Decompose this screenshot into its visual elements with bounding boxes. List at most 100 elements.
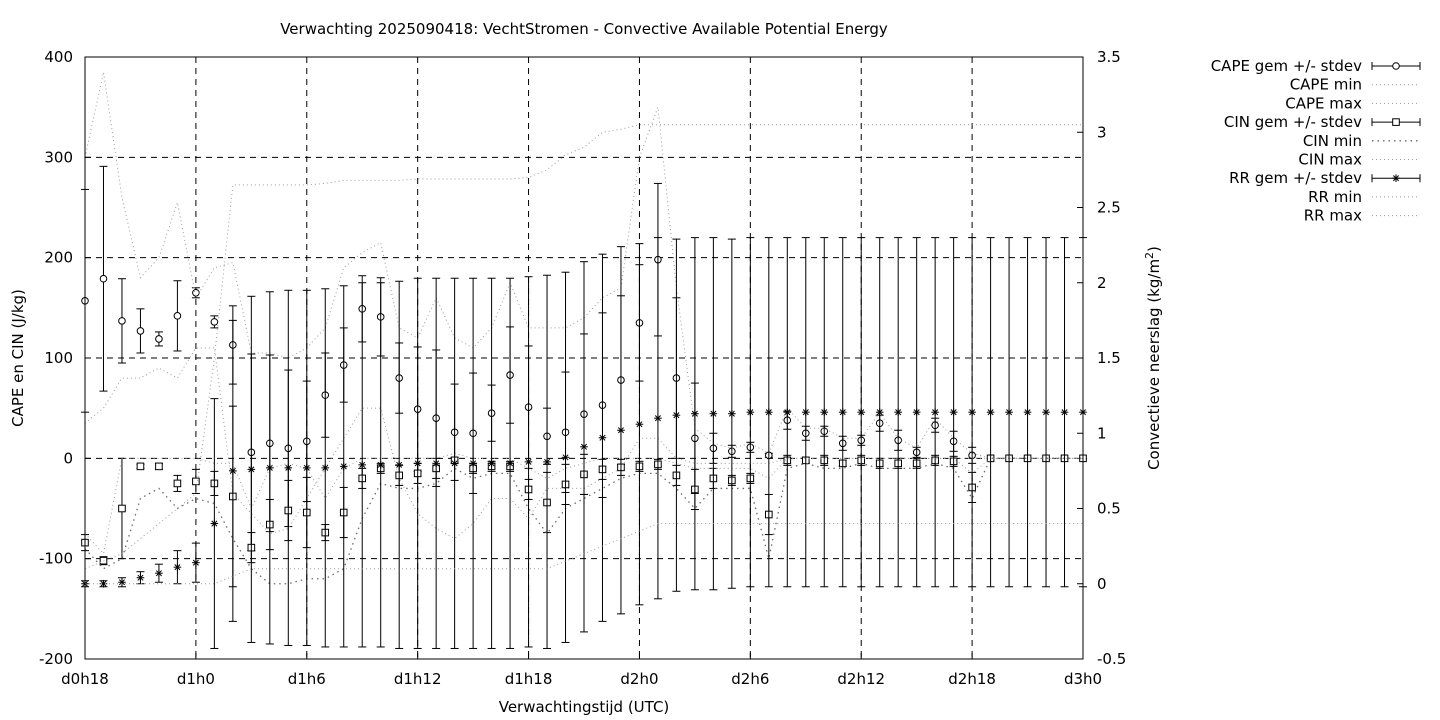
series-layer (81, 71, 1087, 649)
y2-tick-label: 1.5 (1097, 349, 1121, 367)
data-point (321, 464, 330, 472)
data-point (654, 414, 662, 422)
data-point (709, 409, 718, 418)
data-point (395, 461, 403, 469)
data-point (118, 578, 126, 587)
series-line (84, 124, 1083, 570)
data-point (912, 408, 921, 416)
data-point (192, 558, 200, 567)
x-axis-label: Verwachtingstijd (UTC) (499, 698, 670, 716)
y2-tick-label: 0.5 (1097, 500, 1121, 518)
data-point (543, 458, 551, 466)
series-rr-min (85, 523, 1083, 585)
x-tick-label: d0h18 (61, 670, 109, 688)
legend-marker (1392, 174, 1400, 182)
data-point (672, 411, 681, 419)
data-point (931, 408, 939, 416)
y2-tick-label: 2.5 (1097, 199, 1121, 217)
x-axis: d0h18 d1h0 d1h6 d1h12 d1h18 d2h0 d2h6 d2h12 d2h1… (61, 653, 1102, 688)
data-point (580, 442, 588, 451)
data-point (968, 408, 976, 416)
data-point (173, 312, 182, 320)
y-tick-label: 0 (63, 449, 73, 467)
data-point (210, 519, 219, 528)
data-point (229, 467, 237, 475)
x-tick-label: d1h6 (288, 670, 326, 688)
data-point (986, 408, 995, 416)
data-point (875, 408, 884, 416)
data-point (284, 464, 293, 472)
y2-tick-label: 3 (1097, 123, 1107, 141)
y2-tick-label: 1 (1097, 424, 1107, 442)
y2-tick-label: 3.5 (1097, 48, 1121, 66)
legend-label: CIN gem +/- stdev (1224, 113, 1362, 131)
data-point (358, 461, 367, 469)
y-axis-right: -0.5 0 0.5 1 1.5 2 2.5 3 3.5 (1077, 48, 1126, 668)
data-point (598, 433, 607, 442)
data-point (136, 462, 145, 471)
data-point (155, 569, 163, 578)
data-point (801, 408, 810, 416)
data-point (155, 335, 163, 343)
data-point (155, 462, 163, 471)
data-point (1023, 408, 1032, 416)
legend-marker (1392, 118, 1400, 126)
data-point (783, 408, 792, 416)
data-point (247, 465, 256, 474)
x-tick-label: d2h12 (837, 670, 885, 688)
data-point (524, 458, 533, 466)
data-point (506, 459, 514, 468)
y2-axis-label: Convectieve neerslag (kg/m2) (1143, 246, 1163, 470)
legend-marker (1392, 62, 1400, 70)
data-point (857, 408, 866, 416)
data-point (691, 409, 699, 418)
legend-label: RR gem +/- stdev (1229, 169, 1362, 187)
series-rr-gem-stdev (81, 237, 1087, 649)
x-tick-label: d3h0 (1064, 670, 1102, 688)
y-tick-label: -100 (39, 550, 73, 568)
data-point (894, 408, 902, 416)
legend-label: CAPE max (1285, 94, 1362, 112)
data-point (302, 464, 311, 472)
data-point (617, 426, 625, 435)
data-point (635, 420, 644, 429)
legend-label: CIN min (1303, 132, 1362, 150)
data-point (173, 563, 182, 571)
data-point (118, 317, 126, 325)
data-point (728, 409, 736, 418)
legend-label: RR min (1308, 188, 1362, 206)
data-point (99, 579, 108, 588)
data-point (210, 318, 219, 326)
data-point (118, 504, 126, 513)
data-point (820, 408, 829, 416)
data-point (746, 408, 755, 416)
data-point (136, 573, 145, 582)
y-axis-left: -200 -100 0 100 200 300 400 (39, 48, 91, 668)
chart-title: Verwachting 2025090418: VechtStromen - C… (280, 20, 888, 38)
data-point (136, 327, 145, 335)
y2-tick-label: 0 (1097, 575, 1107, 593)
legend-label: CAPE gem +/- stdev (1211, 57, 1362, 75)
data-point (469, 459, 477, 468)
y-tick-label: 100 (44, 349, 73, 367)
y2-axis-label-superscript: 2 (1143, 252, 1156, 259)
data-point (266, 464, 274, 472)
y-tick-label: 400 (44, 48, 73, 66)
y2-axis-label-end: ) (1145, 246, 1163, 252)
y2-axis-label-main: Convectieve neerslag (kg/m (1145, 259, 1163, 470)
y-tick-label: 300 (44, 148, 73, 166)
data-point (432, 459, 440, 468)
data-point (1042, 408, 1050, 416)
data-point (339, 462, 348, 471)
y-tick-label: -200 (39, 650, 73, 668)
x-tick-label: d2h18 (948, 670, 996, 688)
data-point (1060, 408, 1069, 416)
legend-label: CIN max (1298, 151, 1362, 169)
legend-label: RR max (1304, 207, 1362, 225)
data-point (949, 408, 958, 416)
x-tick-label: d2h0 (620, 670, 658, 688)
y2-tick-label: 2 (1097, 274, 1107, 292)
x-tick-label: d1h12 (394, 670, 442, 688)
